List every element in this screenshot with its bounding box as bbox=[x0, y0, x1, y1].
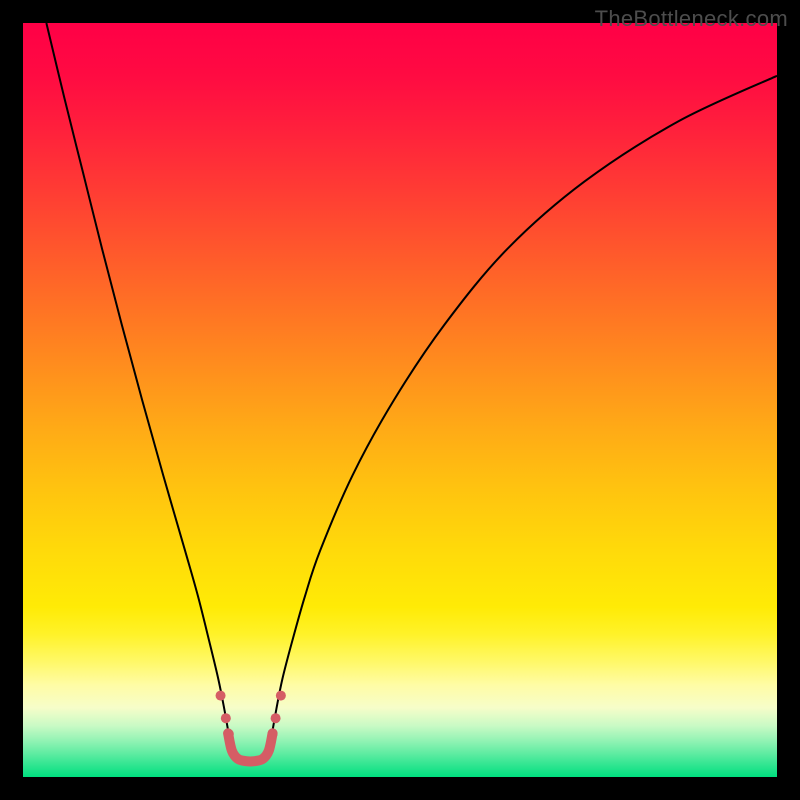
gradient-panel bbox=[23, 23, 777, 777]
watermark-text: TheBottleneck.com bbox=[595, 6, 788, 32]
marker-dot bbox=[216, 691, 226, 701]
marker-dot bbox=[224, 729, 234, 739]
marker-dot bbox=[276, 691, 286, 701]
marker-dot bbox=[271, 713, 281, 723]
marker-dot bbox=[268, 729, 278, 739]
marker-dot bbox=[221, 713, 231, 723]
bottleneck-chart bbox=[0, 0, 800, 800]
